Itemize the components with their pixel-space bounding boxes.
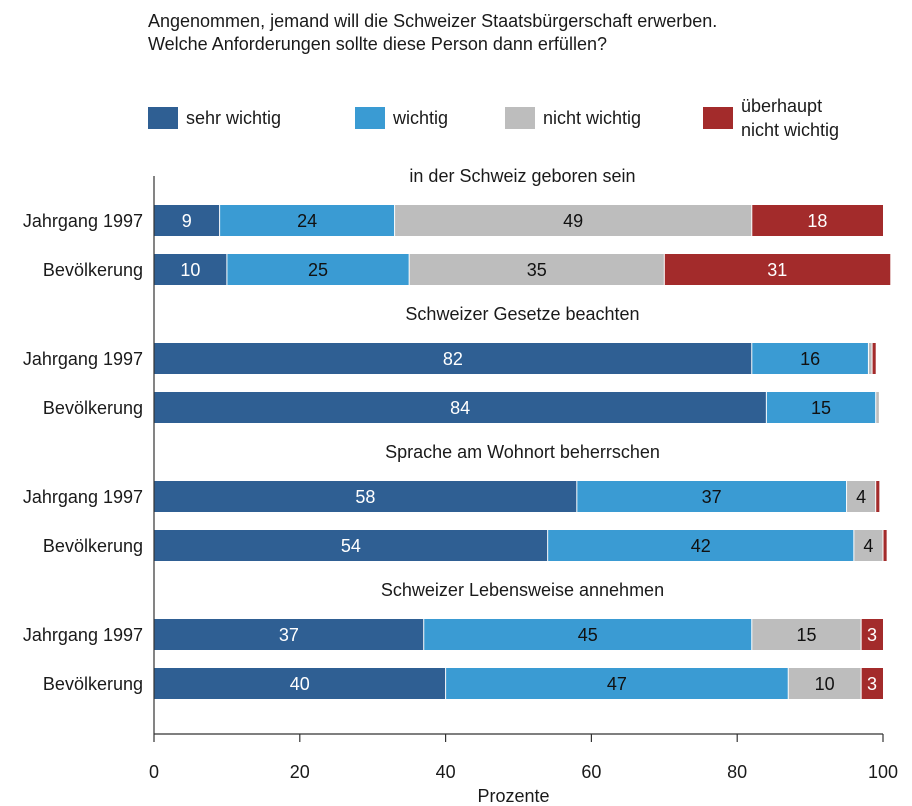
bar-segment-sehr-wichtig [154,619,424,650]
legend-item-nicht-wichtig: nicht wichtig [505,107,641,130]
group-title-in-der-schweiz-geboren-sein: in der Schweiz geboren sein [409,166,635,186]
row-label: Jahrgang 1997 [23,625,143,645]
bar-segment-sehr-wichtig [154,254,227,285]
bar-value-label: 58 [355,487,375,507]
bar-value-label: 54 [341,536,361,556]
bar-value-label: 4 [856,487,866,507]
bar-value-label: 82 [443,349,463,369]
bar-segment-ueberhaupt-nicht-wichtig [861,668,883,699]
chart-title-line-2: Welche Anforderungen sollte diese Person… [148,34,607,54]
bar-value-label: 45 [578,625,598,645]
bar-segment-wichtig [445,668,789,699]
bar-segment-nicht-wichtig [409,254,665,285]
bar-value-label: 18 [807,211,827,231]
bar-segment-nicht-wichtig [788,668,862,699]
legend-swatch-sehr-wichtig [148,107,178,129]
legend-item-ueberhaupt-nicht-wichtig: überhaupt nicht wichtig [703,96,839,142]
x-tick-label: 60 [581,762,601,782]
bar-segment-nicht-wichtig [394,205,752,236]
x-axis-title: Prozente [477,786,549,806]
x-tick-label: 100 [868,762,898,782]
bar-value-label: 37 [279,625,299,645]
bar-value-label: 3 [867,625,877,645]
bar-segment-wichtig [423,619,752,650]
bar-segment-nicht-wichtig [846,481,876,512]
x-tick-label: 40 [436,762,456,782]
bar-segment-sehr-wichtig [154,343,752,374]
row-label: Bevölkerung [43,260,143,280]
bar-segment-ueberhaupt-nicht-wichtig [664,254,891,285]
legend-label-sehr-wichtig: sehr wichtig [186,108,282,128]
bar-segment-ueberhaupt-nicht-wichtig [872,343,876,374]
bar-value-label: 25 [308,260,328,280]
legend-label-ueberhaupt-nicht-wichtig: überhaupt nicht wichtig [741,96,840,140]
bar-segment-sehr-wichtig [154,481,577,512]
bar-segment-nicht-wichtig [868,343,873,374]
bar-value-label: 3 [867,674,877,694]
bar-value-label: 10 [180,260,200,280]
bar-segment-wichtig [226,254,410,285]
bar-value-label: 4 [863,536,873,556]
bar-value-label: 47 [607,674,627,694]
bar-value-label: 84 [450,398,470,418]
row-label: Jahrgang 1997 [23,487,143,507]
row-label: Bevölkerung [43,398,143,418]
bar-segment-ueberhaupt-nicht-wichtig [883,530,887,561]
bar-segment-sehr-wichtig [154,530,548,561]
bar-segment-nicht-wichtig [875,392,880,423]
bar-value-label: 37 [702,487,722,507]
legend-item-sehr-wichtig: sehr wichtig [148,107,281,130]
bar-value-label: 9 [182,211,192,231]
row-label: Jahrgang 1997 [23,349,143,369]
bar-value-label: 49 [563,211,583,231]
legend-label-wichtig: wichtig [393,108,449,128]
bar-segment-ueberhaupt-nicht-wichtig [751,205,883,236]
x-tick-label: 80 [727,762,747,782]
chart-title-line-1: Angenommen, jemand will die Schweizer St… [148,11,718,31]
bar-segment-sehr-wichtig [154,668,446,699]
row-label: Jahrgang 1997 [23,211,143,231]
bar-value-label: 31 [767,260,787,280]
legend-swatch-ueberhaupt-nicht-wichtig [703,107,733,129]
x-tick-label: 20 [290,762,310,782]
bar-value-label: 35 [527,260,547,280]
bar-segment-wichtig [547,530,854,561]
bar-segment-wichtig [751,343,869,374]
bar-segment-nicht-wichtig [853,530,883,561]
legend-item-wichtig: wichtig [355,107,448,130]
bar-value-label: 10 [815,674,835,694]
bar-segment-ueberhaupt-nicht-wichtig [861,619,883,650]
bar-segment-wichtig [219,205,395,236]
group-title-sprache-am-wohnort-beherrschen: Sprache am Wohnort beherrschen [385,442,660,462]
group-title-schweizer-lebensweise-annehmen: Schweizer Lebensweise annehmen [381,580,664,600]
bar-value-label: 24 [297,211,317,231]
bar-segment-wichtig [576,481,847,512]
bar-value-label: 16 [800,349,820,369]
group-title-schweizer-gesetze-beachten: Schweizer Gesetze beachten [405,304,639,324]
bar-value-label: 40 [290,674,310,694]
bar-segment-sehr-wichtig [154,392,767,423]
x-tick-label: 0 [149,762,159,782]
bar-value-label: 15 [796,625,816,645]
bar-value-label: 42 [691,536,711,556]
bar-segment-nicht-wichtig [751,619,862,650]
bar-value-label: 15 [811,398,831,418]
bar-segment-ueberhaupt-nicht-wichtig [875,481,880,512]
legend-swatch-nicht-wichtig [505,107,535,129]
legend-swatch-wichtig [355,107,385,129]
legend-label-nicht-wichtig: nicht wichtig [543,108,642,128]
row-label: Bevölkerung [43,536,143,556]
row-label: Bevölkerung [43,674,143,694]
bar-segment-wichtig [766,392,876,423]
bar-segment-sehr-wichtig [154,205,220,236]
